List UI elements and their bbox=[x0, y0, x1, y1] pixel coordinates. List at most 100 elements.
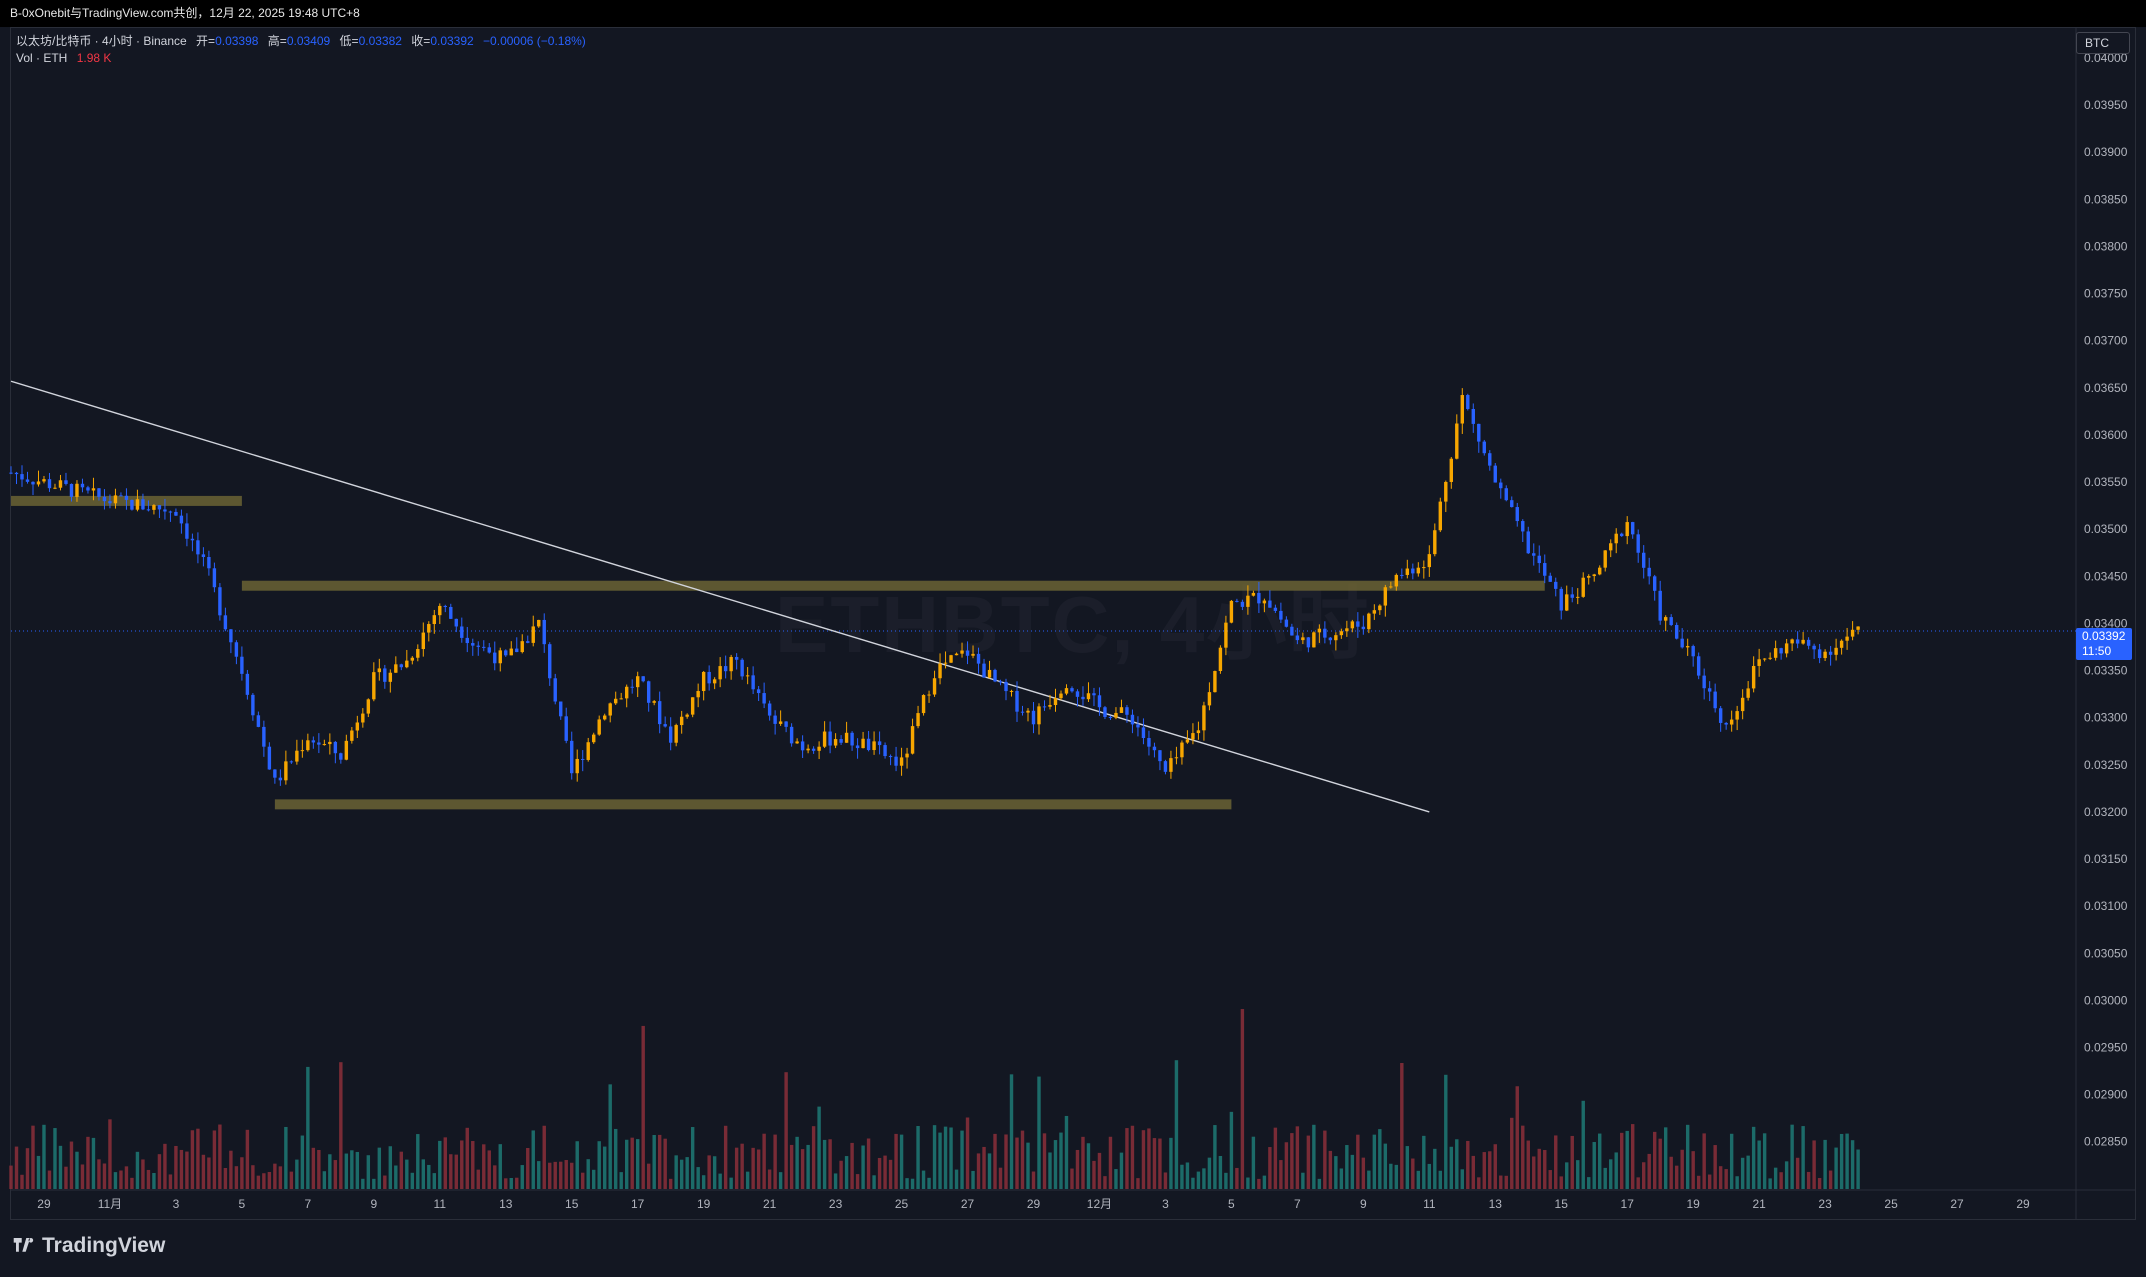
candle-body bbox=[861, 738, 865, 749]
chart-pane[interactable] bbox=[10, 27, 2136, 1220]
volume-bar bbox=[509, 1178, 513, 1189]
candle-body bbox=[833, 739, 838, 746]
volume-bar bbox=[1812, 1140, 1816, 1189]
volume-bar bbox=[1108, 1136, 1113, 1189]
volume-bar bbox=[789, 1144, 794, 1189]
volume-bar bbox=[1455, 1139, 1459, 1189]
price-tick-label: 0.03650 bbox=[2084, 381, 2128, 395]
candle-body bbox=[1647, 567, 1651, 577]
volume-bar bbox=[1477, 1177, 1481, 1189]
time-tick-label: 17 bbox=[631, 1197, 645, 1211]
candle-body bbox=[80, 483, 85, 488]
candle-body bbox=[982, 663, 986, 678]
volume-bar bbox=[487, 1150, 491, 1189]
high-label: 高= bbox=[267, 34, 287, 48]
volume-bar bbox=[630, 1137, 634, 1189]
candle-body bbox=[9, 472, 13, 474]
candle-body bbox=[113, 495, 118, 504]
volume-bar bbox=[1603, 1167, 1607, 1189]
candle-body bbox=[1262, 600, 1267, 604]
candle-body bbox=[1422, 567, 1426, 569]
candle-body bbox=[542, 619, 546, 645]
volume-bar bbox=[866, 1138, 871, 1189]
volume-bar bbox=[938, 1132, 942, 1189]
tradingview-logo[interactable]: TradingView bbox=[12, 1234, 165, 1258]
candle-body bbox=[25, 479, 30, 482]
volume-bar bbox=[333, 1160, 338, 1189]
candle-body bbox=[1609, 543, 1613, 551]
candle-body bbox=[932, 678, 937, 695]
candle-body bbox=[1229, 600, 1234, 623]
candle-body bbox=[1367, 613, 1371, 630]
candle-body bbox=[234, 642, 239, 657]
volume-bar bbox=[1554, 1135, 1558, 1189]
time-tick-label: 27 bbox=[1950, 1197, 1964, 1211]
time-tick-label: 7 bbox=[305, 1197, 312, 1211]
candle-body bbox=[1548, 575, 1552, 582]
volume-bar bbox=[1460, 1169, 1464, 1189]
candle-body bbox=[1004, 681, 1008, 692]
volume-bar bbox=[504, 1178, 508, 1189]
price-tick-label: 0.03000 bbox=[2084, 993, 2128, 1007]
candle-body bbox=[520, 641, 524, 653]
candle-body bbox=[696, 691, 700, 698]
volume-bar bbox=[734, 1147, 739, 1189]
volume-bar bbox=[1372, 1134, 1377, 1189]
candle-body bbox=[1158, 750, 1162, 762]
candle-body bbox=[31, 481, 35, 485]
candle-body bbox=[1652, 576, 1657, 591]
candle-body bbox=[548, 644, 552, 679]
volume-bar bbox=[668, 1178, 673, 1189]
price-tick-label: 0.03800 bbox=[2084, 239, 2128, 253]
volume-bar bbox=[905, 1178, 909, 1189]
volume-bar bbox=[273, 1163, 277, 1189]
volume-bar bbox=[679, 1159, 684, 1189]
candle-body bbox=[1554, 581, 1558, 589]
candle-body bbox=[438, 605, 442, 616]
volume-bar bbox=[1438, 1170, 1443, 1189]
candle-body bbox=[1103, 707, 1107, 717]
candle-body bbox=[531, 626, 535, 643]
volume-bar bbox=[773, 1134, 777, 1189]
candle-body bbox=[1334, 635, 1338, 641]
volume-bar bbox=[1196, 1171, 1201, 1189]
volume-bar bbox=[476, 1169, 480, 1189]
candle-body bbox=[119, 495, 123, 497]
candle-body bbox=[729, 656, 733, 672]
volume-bar bbox=[1576, 1160, 1580, 1189]
candle-body bbox=[581, 758, 585, 760]
candle-body bbox=[707, 671, 711, 684]
candle-body bbox=[311, 740, 316, 743]
volume-bar bbox=[1592, 1142, 1596, 1189]
volume-bar bbox=[416, 1134, 420, 1189]
candle-body bbox=[927, 694, 931, 696]
volume-bar bbox=[399, 1151, 404, 1189]
volume-bar bbox=[1834, 1147, 1838, 1189]
candle-body bbox=[1482, 441, 1486, 454]
candle-body bbox=[795, 741, 799, 744]
time-tick-label: 21 bbox=[1752, 1197, 1766, 1211]
currency-button[interactable]: BTC bbox=[2076, 32, 2130, 54]
volume-bar bbox=[850, 1142, 854, 1189]
candle-body bbox=[223, 615, 228, 630]
candle-body bbox=[1515, 507, 1519, 522]
candle-body bbox=[806, 748, 810, 751]
low-value: 0.03382 bbox=[358, 34, 402, 48]
volume-bar bbox=[817, 1106, 821, 1189]
volume-bar bbox=[119, 1170, 123, 1189]
candle-body bbox=[141, 499, 145, 510]
volume-bar bbox=[921, 1170, 926, 1189]
volume-bar bbox=[245, 1129, 250, 1189]
candle-body bbox=[1339, 631, 1344, 636]
volume-bar bbox=[223, 1167, 228, 1189]
candle-body bbox=[86, 487, 90, 491]
volume-bar bbox=[1422, 1135, 1426, 1189]
volume-bar bbox=[1411, 1158, 1415, 1189]
candle-body bbox=[102, 496, 107, 502]
volume-bar bbox=[1339, 1168, 1344, 1189]
volume-bar bbox=[1284, 1142, 1289, 1189]
volume-bar bbox=[1416, 1170, 1421, 1189]
candle-body bbox=[701, 671, 706, 692]
trendline bbox=[10, 380, 1430, 813]
